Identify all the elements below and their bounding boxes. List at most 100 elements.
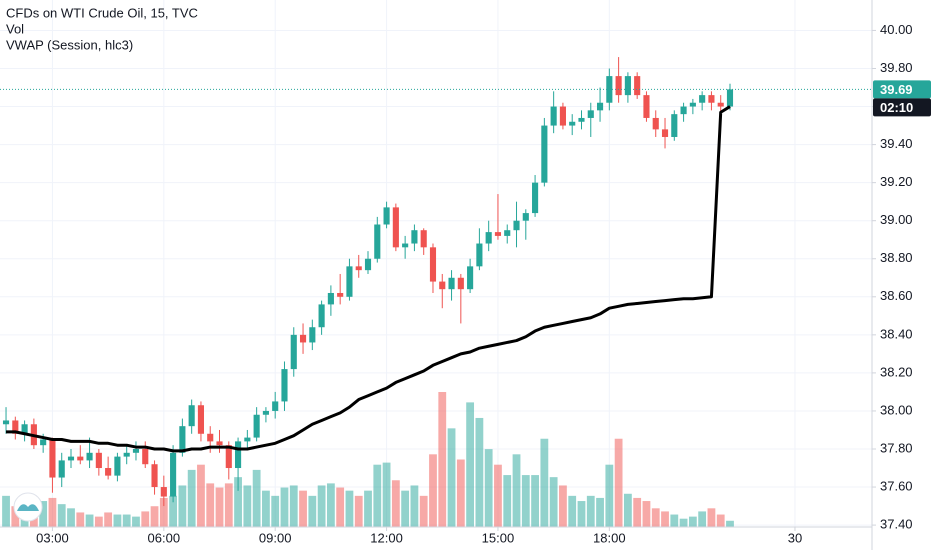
candle-body [244,437,251,442]
volume-bar [661,511,669,527]
volume-bar [104,512,113,527]
candle-body [364,258,372,271]
candle-body [188,405,195,427]
volume-bar [178,485,187,527]
candle-body [49,439,56,478]
y-tick-label: 38.60 [880,288,913,303]
volume-bar [540,438,549,527]
volume-bar [289,485,298,527]
y-tick-label: 38.00 [880,402,913,417]
volume-bar [614,438,623,527]
candle-body [216,441,223,446]
volume-bar [364,490,372,527]
volume-bar [503,475,512,527]
volume-bar [707,508,716,527]
volume-bar [494,464,502,527]
candle-body [383,207,390,225]
candle-body [170,452,177,497]
candle-body [615,76,622,96]
candle-body [689,102,696,107]
volume-bar [159,497,168,527]
candle-body [485,232,492,244]
candle-body [299,334,307,343]
volume-bar [447,428,456,527]
volume-bar [559,485,567,527]
volume-bar [698,511,707,527]
candle-body [123,452,130,457]
candle-body [262,410,269,415]
candle-body [355,266,362,271]
candle-body [2,420,10,425]
volume-bar [113,514,122,527]
y-tick-label: 39.20 [880,174,913,189]
candle-body [21,424,28,434]
candle-body [272,401,279,411]
volume-bar [317,485,326,527]
candle-body [532,182,539,214]
volume-bar [670,514,679,527]
volume-bar [484,449,493,527]
x-tick-label: 12:00 [370,530,403,545]
y-tick-label: 38.40 [880,326,913,341]
volume-bar [76,512,85,527]
candle-body [235,441,242,469]
candle-body [634,76,641,96]
volume-bar [122,514,131,527]
candle-body [86,452,93,461]
candles [2,57,734,507]
candle-body [680,106,687,115]
y-tick-label: 37.80 [880,440,913,455]
candle-body [699,95,706,103]
y-tick-label: 40.00 [880,22,913,37]
vwap-line [6,105,731,453]
y-tick-label: 37.40 [880,517,913,532]
x-tick-label: 06:00 [148,530,181,545]
candle-body [596,102,604,111]
x-tick-label: 30 [788,530,802,545]
volume-bar [623,493,632,527]
volume-bar [326,483,335,527]
volume-bar [391,480,400,527]
y-tick-label: 37.60 [880,478,913,493]
candle-body [67,456,75,461]
volume-bar [57,504,66,527]
volume-bar [512,454,521,527]
candle-body [392,207,399,248]
volume-bar [169,495,177,527]
volume-pane [2,392,734,527]
candle-body [569,121,576,126]
candle-body [77,456,84,461]
last-price-box [873,80,931,99]
volume-bar [466,402,475,527]
volume-bar [354,495,363,527]
volume-bar [651,508,660,527]
countdown-box [873,98,931,117]
candle-body [494,232,502,236]
candle-body [643,95,650,118]
y-tick-label: 39.80 [880,60,913,75]
volume-bar [429,454,437,527]
volume-bar [586,495,595,527]
volume-bar [187,469,196,527]
candle-body [58,460,65,478]
candle-body [309,327,316,343]
x-tick-label: 18:00 [593,530,626,545]
y-tick-label: 39.40 [880,136,913,151]
y-tick-label: 38.80 [880,250,913,265]
candle-body [105,468,112,476]
countdown-label: 02:10 [880,100,913,115]
volume-bar [605,464,614,527]
candle-body [661,129,669,137]
volume-bar [336,487,345,527]
x-tick-label: 03:00 [36,530,69,545]
candle-body [40,439,47,446]
volume-bar [132,516,140,527]
candle-body [587,110,594,118]
candle-body [346,266,353,297]
y-tick-label: 38.20 [880,364,913,379]
candle-body [290,334,297,370]
candle-body [550,106,557,126]
candle-body [197,405,205,434]
candle-body [717,102,724,107]
